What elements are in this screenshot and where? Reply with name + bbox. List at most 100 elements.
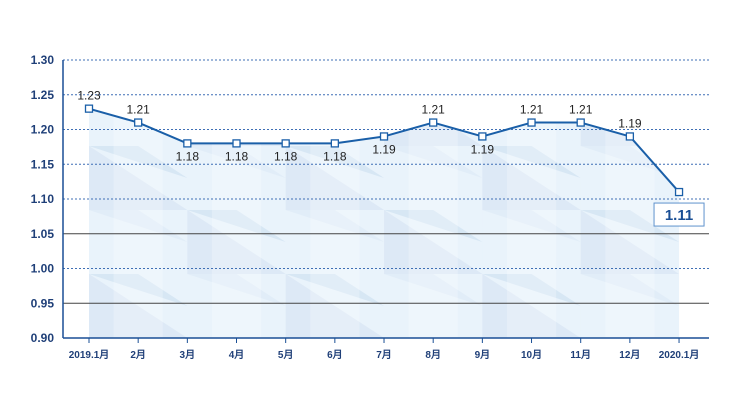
data-point-marker [625, 132, 635, 141]
x-tick-label: 2月 [130, 349, 146, 361]
area-tile [285, 274, 385, 306]
area-tile [384, 18, 482, 82]
data-point-marker [232, 139, 241, 148]
y-tick-label: 1.30 [31, 53, 55, 67]
data-point-marker [576, 118, 585, 127]
area-tile [580, 146, 680, 210]
area-fill [89, 18, 740, 338]
area-tile [384, 210, 483, 274]
x-tick-label: 6月 [327, 349, 343, 361]
x-tick-label: 9月 [475, 349, 491, 361]
area-tile [580, 274, 680, 306]
area-tile [285, 146, 385, 210]
area-column [211, 108, 262, 338]
x-tick-label: 7月 [376, 349, 392, 361]
area-tile [482, 210, 581, 274]
area-tile [580, 210, 680, 242]
area-tile [187, 146, 286, 210]
data-label: 1.23 [77, 89, 101, 103]
axes: 1.30 1.25 1.20 1.15 1.10 1.05 1.00 0.95 0.90 2019… [31, 53, 709, 361]
area-tile [89, 146, 188, 210]
data-point-marker [674, 187, 684, 197]
area-tile [187, 18, 285, 82]
x-tick-label: 11月 [570, 349, 591, 361]
area-tile [187, 274, 286, 306]
area-tile [286, 18, 384, 50]
area-texture [89, 18, 740, 338]
area-tile [679, 82, 740, 114]
x-tick-label: 3月 [180, 349, 196, 361]
data-point-marker [330, 139, 340, 148]
area-tile [384, 274, 483, 338]
area-tile [89, 18, 187, 50]
area-tile [482, 18, 580, 82]
markers [84, 104, 684, 197]
x-tick-label: 4月 [229, 349, 245, 361]
area-tile [187, 108, 286, 146]
data-label: 1.18 [225, 149, 249, 163]
area-tile [482, 18, 580, 50]
area-tile [89, 274, 188, 306]
area-tile [285, 146, 385, 178]
data-point-marker [527, 118, 536, 127]
area-column [605, 108, 655, 338]
data-point-marker [84, 104, 94, 113]
area-column [408, 108, 458, 338]
area-tile [580, 210, 680, 274]
data-label: 1.21 [422, 103, 446, 117]
area-column [310, 108, 360, 338]
x-tick-label: 12月 [619, 349, 640, 361]
data-label: 1.21 [569, 103, 593, 117]
area-tile [285, 108, 385, 114]
area-tile [581, 18, 679, 82]
data-point-marker [134, 118, 143, 127]
area-tile [482, 146, 581, 178]
y-tick-label: 1.25 [31, 88, 55, 102]
area-tile [384, 146, 483, 178]
area-tile [384, 274, 483, 306]
area-tile [285, 210, 385, 274]
data-label: 1.18 [176, 149, 200, 163]
x-tick-label: 8月 [425, 349, 441, 361]
y-tick-label: 0.95 [31, 296, 55, 310]
y-tick-label: 1.15 [31, 157, 55, 171]
y-tick-label: 1.20 [31, 123, 55, 137]
data-labels: 1.23 1.21 1.18 1.18 1.18 1.18 1.19 1.21 1.19 1.21… [77, 89, 705, 227]
area-tile [187, 274, 286, 338]
area-tile [384, 146, 483, 210]
area-tile [679, 82, 740, 146]
area-tile [482, 146, 581, 210]
area-tile [482, 274, 581, 338]
data-point-marker [478, 132, 487, 141]
area-tile [285, 274, 385, 338]
last-value-box [653, 202, 705, 227]
area-tile [679, 274, 740, 306]
area-tile [482, 210, 581, 242]
area-tile [580, 274, 680, 338]
area-tile [187, 146, 286, 178]
y-tick-label: 1.10 [31, 192, 55, 206]
x-tick-label: 2019.1月 [69, 349, 110, 361]
area-tile [187, 18, 285, 50]
data-point-marker [281, 139, 290, 148]
data-label: 1.19 [618, 116, 642, 130]
data-label: 1.18 [274, 149, 298, 163]
y-tick-label: 1.05 [31, 227, 55, 241]
area-tile [580, 108, 680, 114]
area-tile [89, 210, 188, 274]
area-tile [580, 146, 680, 178]
area-tile [679, 146, 740, 178]
x-tick-label: 10月 [521, 349, 542, 361]
area-tile [679, 146, 740, 210]
area-tile [89, 274, 188, 338]
area-column [113, 108, 163, 338]
data-point-marker [429, 118, 438, 127]
area-tile [187, 210, 286, 274]
area-tile [679, 274, 740, 338]
area-tile [384, 18, 482, 50]
gridlines [63, 59, 709, 304]
area-tile [679, 18, 740, 82]
data-label: 1.19 [471, 142, 495, 156]
area-tile [89, 18, 187, 82]
